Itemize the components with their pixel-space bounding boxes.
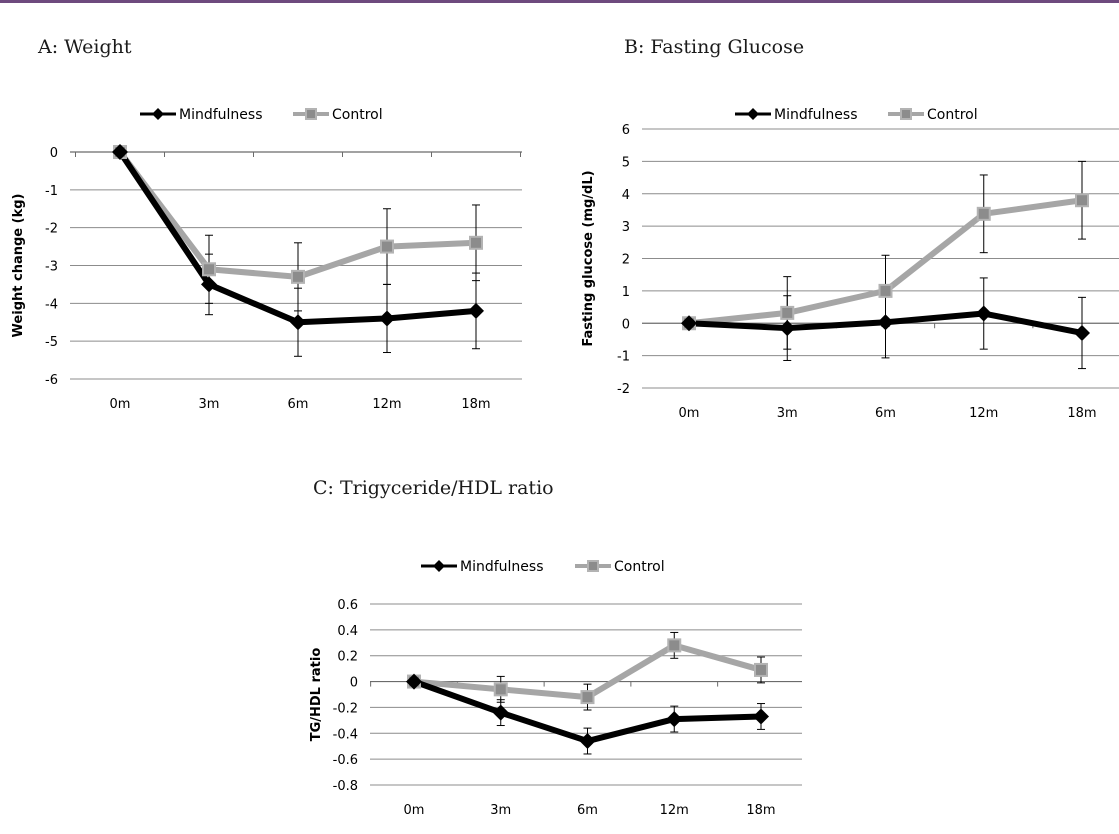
y-tick-label: -2 xyxy=(617,382,630,397)
y-tick-label: -1 xyxy=(617,350,630,365)
mindfulness-data-point xyxy=(1074,324,1090,341)
y-tick-label: 0.2 xyxy=(337,650,358,665)
legend-mindfulness-label: Mindfulness xyxy=(460,559,544,575)
y-tick-label: -3 xyxy=(45,260,58,275)
x-tick-label: 12m xyxy=(660,803,689,818)
control-data-point xyxy=(291,269,305,284)
y-tick-label: -0.8 xyxy=(333,779,358,794)
mindfulness-data-point xyxy=(468,302,484,319)
y-axis-label: Fasting glucose (mg/dL) xyxy=(581,170,596,346)
y-tick-label: -5 xyxy=(45,335,58,350)
y-tick-label: 2 xyxy=(622,253,630,268)
y-tick-label: 0 xyxy=(350,676,358,691)
legend-control-marker xyxy=(900,108,912,120)
control-data-point xyxy=(580,690,595,705)
legend-control-marker xyxy=(587,560,599,572)
mindfulness-data-point xyxy=(753,708,769,725)
x-tick-label: 6m xyxy=(875,406,896,421)
x-tick-label: 12m xyxy=(372,397,401,412)
y-tick-label: -0.4 xyxy=(333,727,358,742)
panel-b-title: B: Fasting Glucose xyxy=(624,36,805,58)
mindfulness-data-point xyxy=(666,711,683,728)
x-tick-label: 18m xyxy=(746,803,775,818)
mindfulness-data-point xyxy=(681,315,697,332)
mindfulness-data-point xyxy=(290,314,306,331)
control-data-point xyxy=(667,638,682,653)
legend-mindfulness-marker xyxy=(433,560,445,572)
x-tick-label: 18m xyxy=(1067,406,1096,421)
x-tick-label: 12m xyxy=(969,406,998,421)
mindfulness-data-point xyxy=(779,320,796,337)
control-data-point xyxy=(493,682,508,697)
y-tick-label: 6 xyxy=(622,123,630,138)
legend-control-label: Control xyxy=(332,107,383,123)
y-axis-label: TG/HDL ratio xyxy=(309,648,324,742)
y-tick-label: -4 xyxy=(45,297,58,312)
control-data-point xyxy=(878,283,893,298)
mindfulness-data-point xyxy=(406,673,422,690)
y-tick-label: 3 xyxy=(622,220,630,235)
mindfulness-data-point xyxy=(579,733,596,750)
mindfulness-data-point xyxy=(379,310,395,327)
x-tick-label: 6m xyxy=(288,397,309,412)
mindfulness-data-point xyxy=(975,305,992,322)
x-tick-label: 0m xyxy=(404,803,425,818)
y-tick-label: -2 xyxy=(45,222,58,237)
y-tick-label: -0.2 xyxy=(333,701,358,716)
mindfulness-data-point xyxy=(201,276,217,293)
legend-mindfulness-label: Mindfulness xyxy=(179,107,263,123)
x-tick-label: 3m xyxy=(199,397,220,412)
legend-mindfulness-marker xyxy=(747,108,759,120)
y-tick-label: 0 xyxy=(622,317,630,332)
legend-control-label: Control xyxy=(927,107,978,123)
x-tick-label: 3m xyxy=(777,406,798,421)
y-tick-label: -6 xyxy=(45,373,58,388)
control-data-point xyxy=(754,662,768,677)
mindfulness-data-point xyxy=(112,144,128,160)
y-tick-label: 0.6 xyxy=(337,598,358,613)
y-tick-label: -0.6 xyxy=(333,753,358,768)
y-axis-label: Weight change (kg) xyxy=(11,194,26,338)
x-tick-label: 6m xyxy=(577,803,598,818)
control-data-point xyxy=(202,262,216,277)
page-top-rule xyxy=(0,0,1119,3)
y-tick-label: 0.4 xyxy=(337,624,358,639)
control-data-point xyxy=(469,235,483,250)
x-tick-label: 0m xyxy=(679,406,700,421)
legend-mindfulness-marker xyxy=(152,108,164,120)
control-data-point xyxy=(780,305,795,320)
panel-a-title: A: Weight xyxy=(38,36,132,58)
mindfulness-data-point xyxy=(492,704,509,721)
y-tick-label: 5 xyxy=(622,155,630,170)
x-tick-label: 18m xyxy=(461,397,490,412)
y-tick-label: -1 xyxy=(45,184,58,199)
control-data-point xyxy=(1075,193,1089,208)
mindfulness-data-point xyxy=(877,314,894,331)
control-data-point xyxy=(976,206,991,221)
legend-control-label: Control xyxy=(614,559,665,575)
x-tick-label: 0m xyxy=(110,397,131,412)
legend-control-marker xyxy=(305,108,317,120)
y-tick-label: 0 xyxy=(50,146,58,161)
control-data-point xyxy=(380,239,394,254)
panel-c-title: C: Trigyceride/HDL ratio xyxy=(313,477,554,499)
legend-mindfulness-label: Mindfulness xyxy=(774,107,858,123)
x-tick-label: 3m xyxy=(490,803,511,818)
y-tick-label: 4 xyxy=(622,188,630,203)
y-tick-label: 1 xyxy=(622,285,630,300)
